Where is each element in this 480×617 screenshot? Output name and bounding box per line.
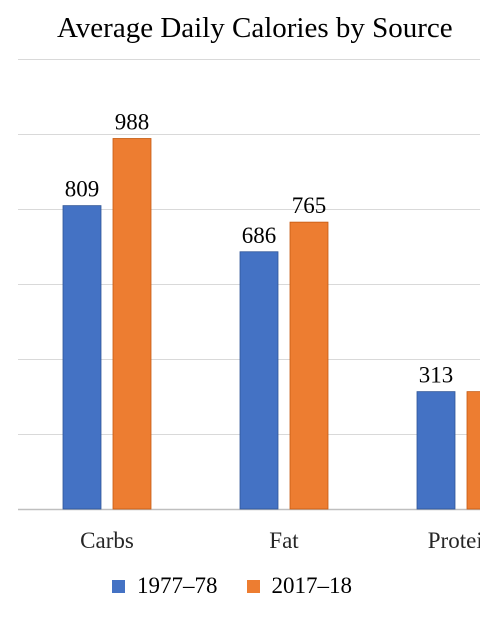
bar-carbs-series-2 bbox=[112, 138, 152, 510]
data-label-protein-series-1: 313 bbox=[419, 363, 454, 388]
category-labels: Carbs Fat Protein bbox=[80, 528, 480, 553]
chart-title: Average Daily Calories by Source bbox=[57, 12, 453, 44]
legend-swatch-series-2 bbox=[246, 579, 260, 593]
data-label-fat-series-2: 765 bbox=[292, 193, 327, 218]
bar-protein-series-2 bbox=[466, 391, 480, 510]
data-label-fat-series-1: 686 bbox=[242, 223, 277, 248]
bar-carbs-series-1 bbox=[62, 205, 102, 510]
legend-swatch-series-1 bbox=[112, 579, 125, 593]
legend-item-series-1: 1977–78 bbox=[112, 573, 218, 599]
category-label-carbs: Carbs bbox=[80, 528, 134, 553]
legend: 1977–78 2017–18 bbox=[112, 573, 381, 599]
bar-protein-series-1 bbox=[416, 391, 456, 510]
category-label-fat: Fat bbox=[269, 528, 299, 553]
legend-label-series-2: 2017–18 bbox=[271, 573, 353, 598]
data-labels: 8099886867653133 bbox=[65, 110, 454, 388]
bars bbox=[62, 138, 480, 510]
data-label-carbs-series-2: 988 bbox=[115, 110, 150, 135]
bar-fat-series-1 bbox=[239, 251, 279, 510]
category-label-protein: Protein bbox=[428, 528, 480, 553]
legend-label-series-1: 1977–78 bbox=[137, 573, 218, 598]
data-label-carbs-series-1: 809 bbox=[65, 177, 100, 202]
legend-item-series-2: 2017–18 bbox=[246, 573, 353, 599]
bar-fat-series-2 bbox=[289, 221, 329, 510]
